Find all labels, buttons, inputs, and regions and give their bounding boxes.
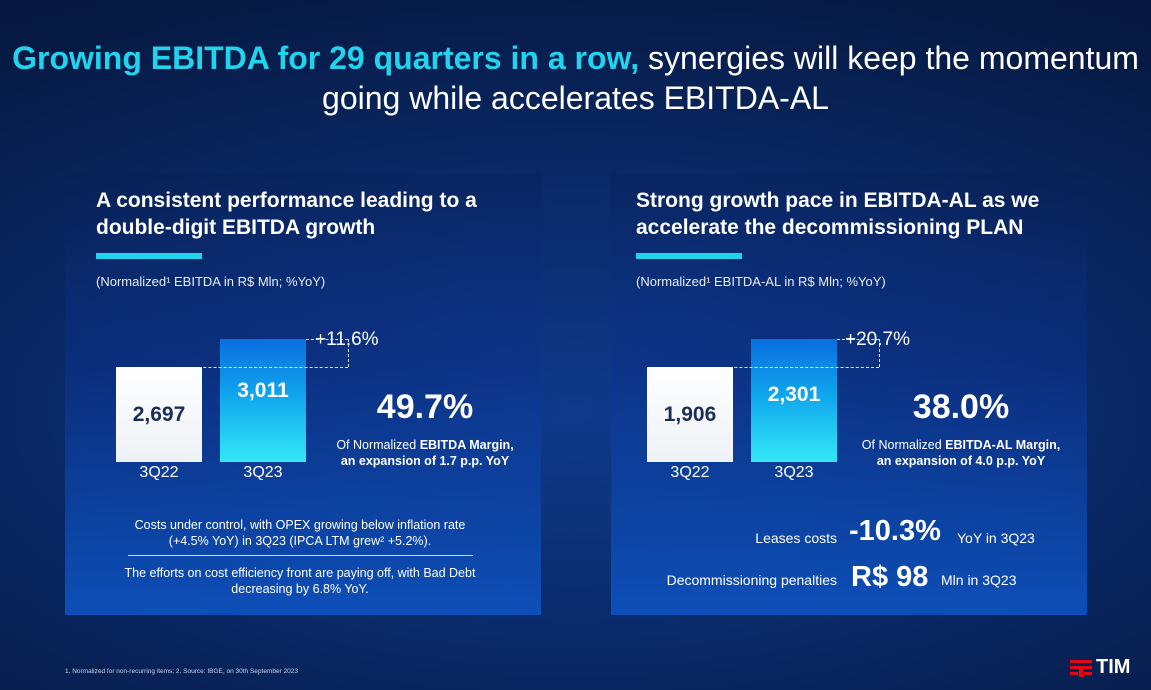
bar-3q23: 3,011 <box>220 339 306 462</box>
bar-3q22: 2,697 <box>116 367 202 462</box>
baseline-dashed-line <box>168 367 348 368</box>
kpi-label-leases: Leases costs <box>755 530 837 546</box>
growth-label: +11.6% <box>315 329 379 350</box>
margin-description: Of Normalized EBITDA-AL Margin, an expan… <box>851 437 1071 469</box>
category-label: 3Q22 <box>139 464 179 481</box>
top-dashed-line <box>306 339 348 340</box>
top-dashed-line <box>837 339 879 340</box>
bar-value: 3,011 <box>237 379 289 402</box>
kpi-value-decommissioning: R$ 98 <box>851 561 929 593</box>
tim-logo-icon <box>1070 659 1092 677</box>
panel-subtitle: (Normalized¹ EBITDA-AL in R$ Mln; %YoY) <box>636 274 886 289</box>
margin-text-pre: Of Normalized <box>861 438 946 452</box>
bar-value: 1,906 <box>663 402 717 426</box>
baseline-dashed-line <box>699 367 879 368</box>
page-title: Growing EBITDA for 29 quarters in a row,… <box>0 38 1151 118</box>
bad-debt-note: The efforts on cost efficiency front are… <box>124 566 476 596</box>
accent-line <box>96 253 202 259</box>
kpi-suffix-decommissioning: Mln in 3Q23 <box>941 572 1017 588</box>
category-label: 3Q23 <box>243 464 283 481</box>
panel-title: Strong growth pace in EBITDA-AL as we ac… <box>636 189 1040 239</box>
kpi-label-decommissioning: Decommissioning penalties <box>666 572 837 588</box>
margin-text-pre: Of Normalized <box>336 438 420 452</box>
title-rest: synergies will keep the momentum going w… <box>322 40 1139 116</box>
bar-3q23: 2,301 <box>751 339 837 462</box>
title-highlight: Growing EBITDA for 29 quarters in a row, <box>12 40 640 76</box>
margin-description: Of Normalized EBITDA Margin, an expansio… <box>320 437 530 469</box>
growth-dashed-line <box>879 339 880 367</box>
panel-title: A consistent performance leading to a do… <box>96 189 477 239</box>
accent-line <box>636 253 742 259</box>
footnote: 1. Normalized for non-recurring items; 2… <box>65 668 299 675</box>
panel-subtitle: (Normalized¹ EBITDA in R$ Mln; %YoY) <box>96 274 326 289</box>
margin-text-bold: EBITDA Margin, <box>419 438 514 452</box>
opex-note: Costs under control, with OPEX growing b… <box>134 518 466 548</box>
growth-dashed-line <box>348 339 349 367</box>
bar-value: 2,301 <box>767 383 821 406</box>
margin-text-bold: EBITDA-AL Margin, <box>945 438 1061 452</box>
margin-value: 49.7% <box>376 388 474 426</box>
bar-3q22: 1,906 <box>647 367 733 462</box>
ebitda-al-panel: Strong growth pace in EBITDA-AL as we ac… <box>611 173 1087 615</box>
kpi-value-leases: -10.3% <box>849 515 941 547</box>
margin-text-expansion: an expansion of 4.0 p.p. YoY <box>876 454 1046 468</box>
kpi-suffix-leases: YoY in 3Q23 <box>957 530 1035 546</box>
category-label: 3Q22 <box>670 464 710 481</box>
bar-value: 2,697 <box>132 402 186 426</box>
tim-logo: TIM <box>1070 656 1130 679</box>
ebitda-panel: A consistent performance leading to a do… <box>65 173 541 615</box>
logo-text: TIM <box>1096 656 1131 678</box>
growth-label: +20.7% <box>845 329 910 350</box>
category-label: 3Q23 <box>774 464 814 481</box>
margin-text-expansion: an expansion of 1.7 p.p. YoY <box>340 454 510 468</box>
margin-value: 38.0% <box>912 388 1010 426</box>
divider <box>128 555 473 556</box>
